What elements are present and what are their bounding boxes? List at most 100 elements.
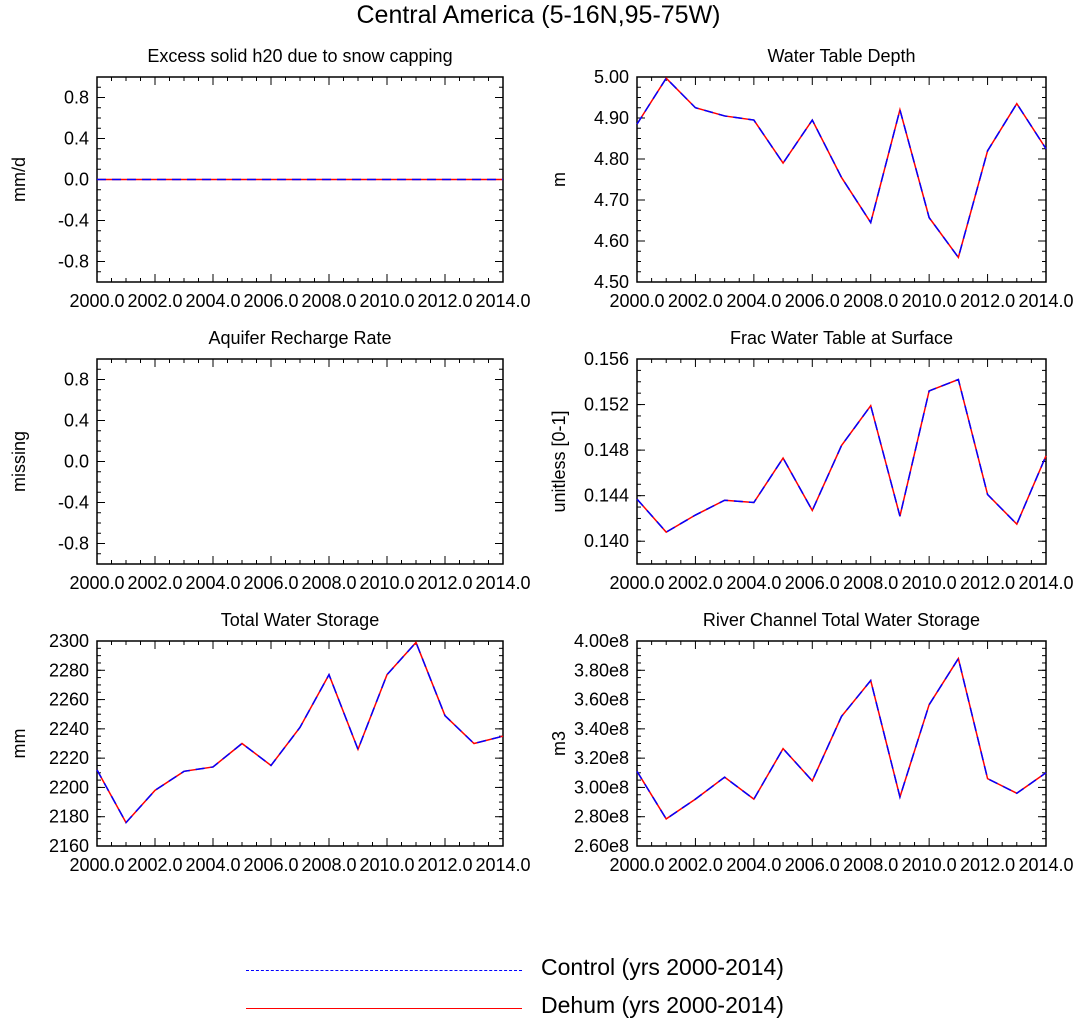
x-tick-label: 2010.0 (359, 573, 414, 593)
x-tick-label: 2010.0 (902, 573, 957, 593)
x-tick-label: 2014.0 (475, 291, 530, 311)
figure-title: Central America (5-16N,95-75W) (356, 1, 721, 29)
x-tick-label: 2010.0 (359, 855, 414, 875)
y-tick-label: 0.156 (584, 349, 629, 369)
y-tick-label: -0.8 (58, 534, 89, 554)
plot-frame (636, 76, 1047, 283)
x-tick-label: 2004.0 (726, 291, 781, 311)
y-axis-label: unitless [0-1] (549, 410, 569, 512)
x-tick-label: 2012.0 (417, 573, 472, 593)
plot-frame (636, 640, 1047, 847)
legend-entry-dehum: Dehum (yrs 2000-2014) (246, 988, 866, 1028)
y-tick-label: 0.140 (584, 531, 629, 551)
y-tick-label: 4.80 (594, 149, 629, 169)
y-tick-label: 0.8 (64, 88, 89, 108)
x-tick-label: 2014.0 (475, 573, 530, 593)
y-tick-label: 2200 (49, 777, 89, 797)
series-line-control (96, 641, 504, 824)
x-tick-label: 2008.0 (843, 855, 898, 875)
y-tick-label: 0.4 (64, 411, 89, 431)
chart-panel-3: 2000.0 2002.0 2004.0 2006.0 2008.0 2010.0 2012… (9, 328, 531, 593)
panel-title: Excess solid h20 due to snow capping (147, 46, 452, 66)
x-tick-label: 2002.0 (668, 855, 723, 875)
legend-label-control: Control (yrs 2000-2014) (541, 954, 784, 980)
panel-title: Total Water Storage (221, 610, 379, 630)
legend-line-dehum (246, 1008, 522, 1009)
y-tick-label: 0.152 (584, 395, 629, 415)
chart-panel-6: 2000.0 2002.0 2004.0 2006.0 2008.0 2010.0 2012… (549, 610, 1074, 875)
y-tick-label: 4.50 (594, 272, 629, 292)
x-tick-label: 2014.0 (1018, 573, 1073, 593)
x-tick-label: 2006.0 (785, 573, 840, 593)
x-tick-label: 2010.0 (902, 291, 957, 311)
y-tick-label: 0.0 (64, 170, 89, 190)
y-tick-label: 4.90 (594, 108, 629, 128)
x-tick-label: 2006.0 (243, 855, 298, 875)
x-tick-label: 2002.0 (127, 573, 182, 593)
y-tick-label: 2.60e8 (574, 836, 629, 856)
legend: Control (yrs 2000-2014) Dehum (yrs 2000-… (246, 950, 866, 1030)
chart-panel-1: 2000.0 2002.0 2004.0 2006.0 2008.0 2010.0 2012… (9, 46, 531, 311)
panel-title: Water Table Depth (767, 46, 915, 66)
x-tick-label: 2000.0 (69, 573, 124, 593)
y-tick-label: 5.00 (594, 67, 629, 87)
x-tick-label: 2006.0 (243, 291, 298, 311)
y-tick-label: 3.00e8 (574, 777, 629, 797)
x-tick-label: 2002.0 (668, 291, 723, 311)
x-tick-label: 2008.0 (843, 573, 898, 593)
x-tick-label: 2000.0 (609, 855, 664, 875)
x-tick-label: 2006.0 (785, 291, 840, 311)
series-line-control (636, 77, 1047, 260)
y-tick-label: 0.4 (64, 129, 89, 149)
y-axis-label: mm/d (9, 157, 29, 202)
x-tick-label: 2012.0 (960, 291, 1015, 311)
y-tick-label: 2.80e8 (574, 807, 629, 827)
series-line-control (636, 378, 1047, 534)
x-tick-label: 2000.0 (609, 291, 664, 311)
y-tick-label: 2280 (49, 660, 89, 680)
y-tick-label: 0.0 (64, 452, 89, 472)
y-axis-label: m (549, 172, 569, 187)
y-tick-label: -0.4 (58, 493, 89, 513)
x-tick-label: 2012.0 (960, 573, 1015, 593)
y-tick-label: 3.60e8 (574, 690, 629, 710)
y-tick-label: 4.00e8 (574, 631, 629, 651)
y-tick-label: 2260 (49, 690, 89, 710)
y-tick-label: 4.70 (594, 190, 629, 210)
chart-panel-5: 2000.0 2002.0 2004.0 2006.0 2008.0 2010.0 2012… (9, 610, 531, 875)
x-tick-label: 2014.0 (475, 855, 530, 875)
x-tick-label: 2008.0 (301, 291, 356, 311)
figure-panels: 2000.0 2002.0 2004.0 2006.0 2008.0 2010.0 2012… (9, 46, 1074, 875)
legend-label-dehum: Dehum (yrs 2000-2014) (541, 992, 784, 1018)
y-axis-label: missing (9, 431, 29, 492)
x-tick-label: 2008.0 (301, 573, 356, 593)
x-tick-label: 2010.0 (359, 291, 414, 311)
x-tick-label: 2008.0 (843, 291, 898, 311)
x-tick-label: 2006.0 (243, 573, 298, 593)
x-tick-label: 2004.0 (726, 573, 781, 593)
series-line-dehum (636, 656, 1047, 820)
x-tick-label: 2004.0 (726, 855, 781, 875)
x-tick-label: 2002.0 (127, 855, 182, 875)
y-tick-label: 2160 (49, 836, 89, 856)
y-tick-label: -0.4 (58, 211, 89, 231)
series-line-control (636, 656, 1047, 820)
plot-frame (636, 358, 1047, 565)
series-line-dehum (636, 77, 1047, 260)
plot-frame (96, 640, 504, 847)
x-tick-label: 2014.0 (1018, 855, 1073, 875)
chart-panel-2: 2000.0 2002.0 2004.0 2006.0 2008.0 2010.0 2012… (549, 46, 1074, 311)
panel-title: River Channel Total Water Storage (703, 610, 980, 630)
x-tick-label: 2006.0 (785, 855, 840, 875)
x-tick-label: 2000.0 (69, 291, 124, 311)
x-tick-label: 2004.0 (185, 573, 240, 593)
panel-title: Frac Water Table at Surface (730, 328, 953, 348)
y-axis-label: mm (9, 729, 29, 759)
y-tick-label: -0.8 (58, 252, 89, 272)
chart-panel-4: 2000.0 2002.0 2004.0 2006.0 2008.0 2010.0 2012… (549, 328, 1074, 593)
y-tick-label: 3.20e8 (574, 748, 629, 768)
legend-line-control (246, 970, 522, 971)
x-tick-label: 2000.0 (609, 573, 664, 593)
x-tick-label: 2002.0 (127, 291, 182, 311)
x-tick-label: 2014.0 (1018, 291, 1073, 311)
